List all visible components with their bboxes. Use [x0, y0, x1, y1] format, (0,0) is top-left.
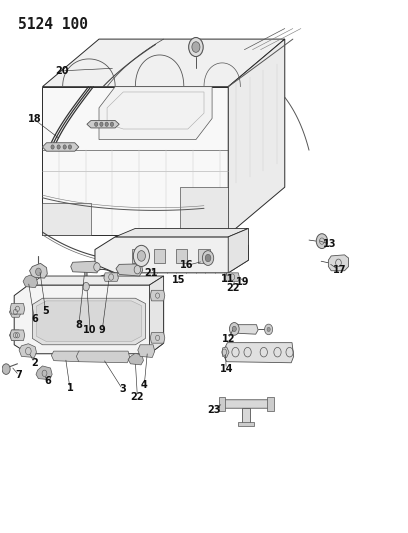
Circle shape	[192, 42, 200, 52]
Text: 21: 21	[144, 268, 157, 278]
Polygon shape	[233, 325, 258, 334]
Text: 17: 17	[333, 265, 346, 275]
Bar	[154, 248, 165, 263]
Text: 20: 20	[55, 66, 69, 76]
Circle shape	[35, 268, 41, 276]
Polygon shape	[42, 87, 228, 235]
Polygon shape	[138, 345, 155, 358]
Polygon shape	[71, 261, 99, 273]
Polygon shape	[19, 344, 36, 358]
Circle shape	[51, 145, 54, 149]
Text: 13: 13	[323, 239, 337, 249]
Polygon shape	[99, 87, 212, 140]
Polygon shape	[42, 39, 285, 87]
Circle shape	[57, 145, 60, 149]
Text: 18: 18	[28, 115, 41, 125]
Polygon shape	[228, 39, 285, 235]
Polygon shape	[42, 143, 79, 151]
Polygon shape	[87, 120, 119, 128]
Circle shape	[202, 251, 214, 265]
Polygon shape	[9, 306, 22, 317]
Circle shape	[105, 122, 108, 126]
Polygon shape	[128, 353, 144, 365]
Circle shape	[264, 324, 273, 335]
Text: 11: 11	[221, 273, 234, 284]
Text: 4: 4	[141, 381, 148, 391]
Polygon shape	[267, 397, 274, 411]
Text: 14: 14	[220, 364, 233, 374]
Circle shape	[2, 364, 10, 374]
Polygon shape	[242, 408, 251, 424]
Text: 19: 19	[235, 277, 249, 287]
Text: 9: 9	[99, 325, 106, 335]
Text: 3: 3	[119, 384, 126, 394]
Polygon shape	[219, 397, 225, 411]
Text: 2: 2	[31, 358, 38, 368]
Polygon shape	[222, 400, 271, 408]
Circle shape	[63, 145, 66, 149]
Polygon shape	[10, 303, 25, 314]
Text: 6: 6	[31, 314, 38, 325]
Circle shape	[94, 263, 100, 271]
Circle shape	[137, 251, 145, 261]
Text: 22: 22	[131, 392, 144, 401]
Polygon shape	[76, 351, 130, 363]
Text: 10: 10	[83, 325, 97, 335]
Text: 12: 12	[222, 334, 235, 344]
Polygon shape	[150, 333, 165, 343]
Polygon shape	[14, 285, 164, 354]
Circle shape	[133, 245, 149, 266]
Text: 7: 7	[16, 370, 22, 381]
Polygon shape	[223, 347, 229, 358]
Circle shape	[205, 254, 211, 262]
Polygon shape	[36, 366, 52, 379]
Polygon shape	[51, 351, 81, 362]
Circle shape	[267, 327, 270, 332]
Circle shape	[83, 282, 89, 291]
Polygon shape	[23, 275, 38, 288]
Polygon shape	[29, 263, 47, 278]
Circle shape	[134, 265, 141, 274]
Polygon shape	[238, 422, 255, 426]
Text: 16: 16	[180, 261, 194, 270]
Text: 5: 5	[42, 306, 49, 317]
Polygon shape	[116, 264, 143, 276]
Bar	[198, 248, 210, 263]
Circle shape	[188, 37, 203, 56]
Text: 8: 8	[75, 320, 82, 330]
Polygon shape	[224, 343, 294, 363]
Text: 15: 15	[172, 275, 185, 285]
Bar	[132, 248, 143, 263]
Polygon shape	[104, 273, 118, 281]
Polygon shape	[36, 301, 142, 342]
Polygon shape	[42, 203, 91, 235]
Text: 1: 1	[67, 383, 73, 393]
Text: 23: 23	[207, 405, 220, 415]
Circle shape	[229, 322, 239, 335]
Polygon shape	[149, 276, 164, 354]
Polygon shape	[180, 187, 228, 235]
Polygon shape	[95, 237, 248, 273]
Circle shape	[95, 122, 98, 126]
Text: 22: 22	[226, 282, 240, 293]
Polygon shape	[225, 273, 239, 281]
Circle shape	[100, 122, 103, 126]
Text: 5124 100: 5124 100	[18, 17, 88, 32]
Polygon shape	[228, 229, 248, 273]
Bar	[176, 248, 187, 263]
Circle shape	[316, 233, 328, 248]
Text: 6: 6	[44, 376, 51, 386]
Polygon shape	[9, 330, 22, 341]
Polygon shape	[28, 276, 164, 285]
Polygon shape	[10, 330, 25, 341]
Circle shape	[232, 326, 236, 332]
Polygon shape	[32, 298, 145, 345]
Circle shape	[110, 122, 113, 126]
Polygon shape	[150, 290, 165, 301]
Polygon shape	[328, 255, 348, 271]
Polygon shape	[115, 229, 248, 237]
Circle shape	[68, 145, 71, 149]
